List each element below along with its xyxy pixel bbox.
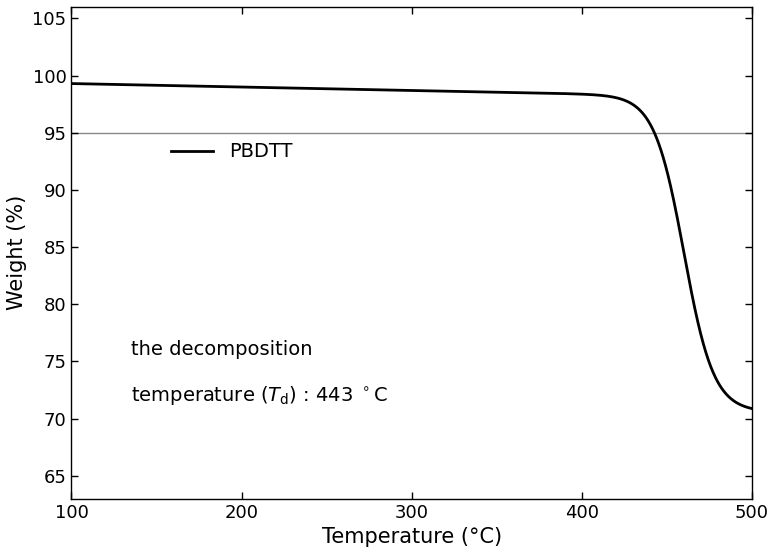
Y-axis label: Weight (%): Weight (%) <box>7 195 27 310</box>
Text: temperature ($\mathit{T}_\mathregular{d}$) : 443 $^\circ$C: temperature ($\mathit{T}_\mathregular{d}… <box>131 384 388 407</box>
Legend: PBDTT: PBDTT <box>163 135 300 169</box>
X-axis label: Temperature (°C): Temperature (°C) <box>322 527 502 547</box>
Text: the decomposition: the decomposition <box>131 341 313 360</box>
